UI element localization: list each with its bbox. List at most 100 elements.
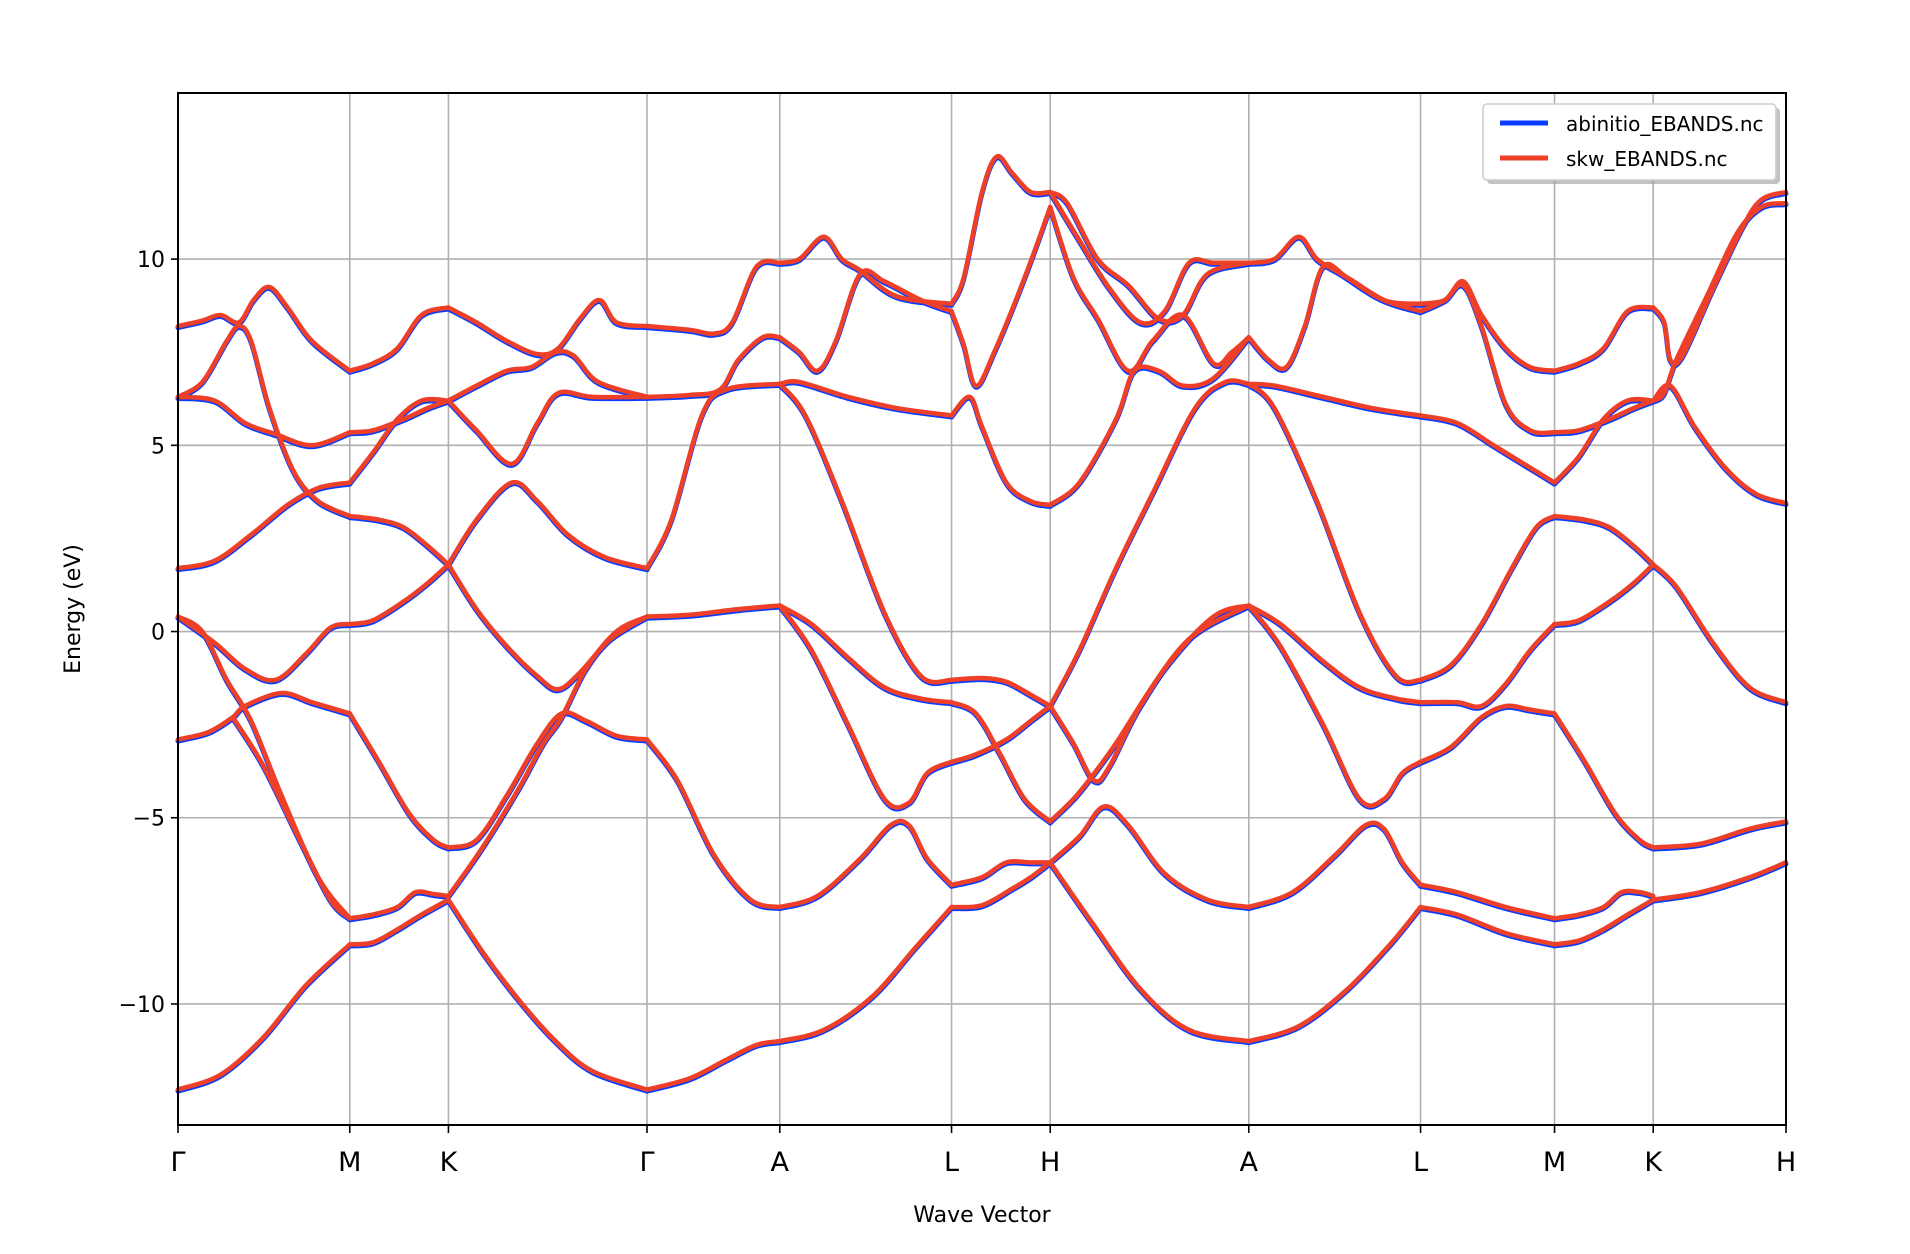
band-line	[1246, 820, 1423, 910]
band-line	[1246, 263, 1423, 373]
band-line	[446, 614, 650, 899]
band-line	[1047, 804, 1252, 910]
band-line	[446, 348, 650, 403]
band-line	[175, 942, 353, 1092]
band-line	[1552, 562, 1656, 627]
x-tick-label: M	[1543, 1147, 1566, 1178]
band-line	[1418, 515, 1557, 684]
band-line	[1246, 381, 1423, 685]
band-line	[1650, 860, 1789, 902]
band-line	[446, 389, 650, 467]
band-line	[175, 323, 353, 519]
x-tick-label: A	[1240, 1147, 1259, 1178]
band-line	[347, 711, 451, 850]
band-line	[1552, 304, 1656, 374]
band-line	[777, 904, 954, 1044]
band-line	[1047, 189, 1252, 326]
band-line	[1650, 382, 1789, 506]
band-line	[644, 258, 783, 337]
band-line	[1552, 897, 1656, 947]
band-line	[1047, 603, 1252, 784]
legend-box	[1482, 103, 1777, 181]
band-line	[446, 297, 650, 357]
band-line	[347, 889, 451, 921]
band-line	[1552, 396, 1656, 485]
band-line	[1650, 200, 1789, 403]
band-line	[777, 820, 954, 912]
band-line	[445, 481, 650, 573]
band-line	[777, 603, 954, 705]
band-line	[175, 480, 353, 571]
band-line	[1418, 703, 1557, 765]
band-line	[347, 306, 451, 375]
y-tick-label: 0	[151, 621, 165, 646]
band-line	[446, 710, 650, 850]
band-line	[175, 284, 353, 374]
band-line	[1418, 904, 1557, 947]
band-line	[347, 897, 451, 947]
band-line	[644, 333, 783, 400]
band-line	[1650, 563, 1789, 707]
y-tick-label: −10	[119, 993, 165, 1018]
band-line	[347, 513, 451, 567]
band-line	[1246, 234, 1423, 307]
band-line	[777, 906, 954, 1046]
band-line	[644, 603, 783, 619]
band-line	[175, 615, 353, 685]
band-line	[777, 818, 954, 910]
plot-frame	[177, 92, 1787, 1126]
band-line	[949, 861, 1053, 912]
band-line	[446, 897, 650, 1092]
band-line	[949, 860, 1053, 910]
y-axis-label: Energy (eV)	[61, 544, 86, 674]
band-line	[644, 381, 783, 571]
band-line	[1650, 189, 1789, 367]
band-line	[1418, 413, 1557, 485]
y-tick-label: 5	[151, 434, 165, 459]
band-line	[1047, 335, 1252, 508]
band-line	[1246, 821, 1423, 912]
band-line	[1552, 888, 1656, 921]
band-line	[347, 398, 451, 435]
band-line	[1650, 562, 1789, 705]
band-line	[1418, 414, 1557, 487]
band-line	[175, 395, 353, 450]
band-line	[949, 703, 1053, 765]
band-line	[1047, 603, 1252, 824]
band-line	[1650, 819, 1789, 850]
band-line	[1552, 398, 1656, 435]
band-line	[644, 1038, 783, 1092]
band-line	[777, 381, 954, 685]
band-line	[446, 479, 650, 571]
band-line	[1246, 603, 1423, 705]
band-line	[1418, 882, 1557, 921]
band-line	[949, 675, 1053, 709]
band-line	[777, 268, 954, 374]
band-line	[1047, 378, 1252, 709]
band-line	[1246, 261, 1423, 372]
band-line	[175, 690, 353, 742]
band-line	[1418, 283, 1557, 437]
band-line	[1552, 306, 1656, 375]
x-axis-label: Wave Vector	[913, 1203, 1051, 1228]
band-line	[1047, 204, 1252, 374]
series-skw	[175, 154, 1789, 1092]
band-line	[949, 394, 1053, 508]
band-line	[175, 285, 353, 375]
series-abinitio	[175, 155, 1789, 1094]
legend-label-abinitio: abinitio_EBANDS.nc	[1566, 112, 1764, 136]
x-tick-label: Γ	[639, 1147, 654, 1178]
band-line	[1552, 398, 1656, 487]
x-tick-label: A	[771, 1147, 790, 1178]
band-line	[446, 562, 650, 692]
band-line	[644, 260, 783, 338]
band-line	[445, 350, 650, 405]
x-tick-label: M	[338, 1147, 361, 1178]
band-line	[1047, 860, 1252, 1044]
band-line	[949, 154, 1053, 307]
grid	[177, 93, 1787, 1125]
band-line	[175, 614, 353, 683]
x-tick-label: H	[1040, 1147, 1060, 1178]
band-line	[1246, 381, 1423, 418]
